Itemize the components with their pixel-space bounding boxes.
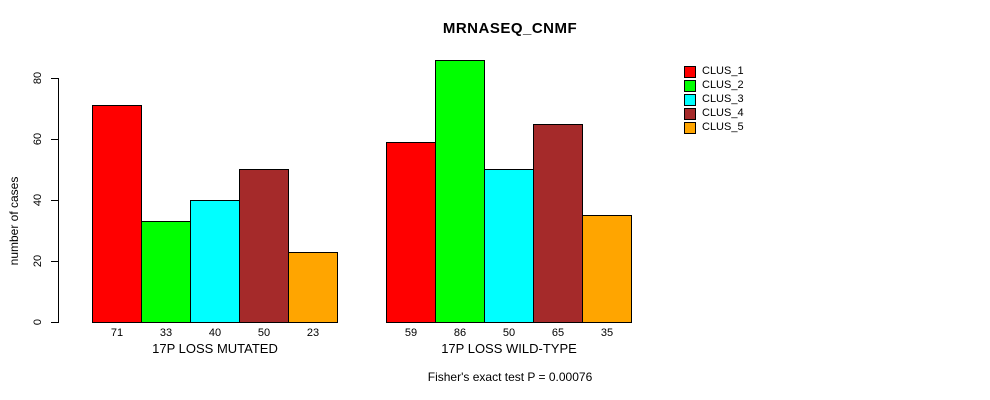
legend-label-clus_2: CLUS_2 xyxy=(702,79,744,91)
y-tick-label: 40 xyxy=(32,193,44,207)
bar-value-label: 33 xyxy=(159,327,173,339)
bar-clus_5-group1 xyxy=(288,252,338,323)
y-tick-label: 0 xyxy=(32,318,44,326)
legend-swatch-clus_3 xyxy=(684,94,696,106)
bar-clus_2-group2 xyxy=(435,60,485,323)
y-tick-mark xyxy=(51,78,59,79)
bar-value-label: 40 xyxy=(208,327,222,339)
legend-swatch-clus_5 xyxy=(684,122,696,134)
chart-title: MRNASEQ_CNMF xyxy=(442,20,578,37)
category-label-group2: 17P LOSS WILD-TYPE xyxy=(441,341,577,356)
legend-label-clus_1: CLUS_1 xyxy=(702,65,744,77)
legend-label-clus_4: CLUS_4 xyxy=(702,107,744,119)
y-tick-mark xyxy=(51,322,59,323)
legend-swatch-clus_2 xyxy=(684,80,696,92)
y-tick-label: 20 xyxy=(32,254,44,268)
bar-clus_4-group2 xyxy=(533,124,583,323)
bar-value-label: 23 xyxy=(306,327,320,339)
bar-clus_1-group1 xyxy=(92,105,142,323)
bar-clus_2-group1 xyxy=(141,221,191,323)
y-tick-mark xyxy=(51,139,59,140)
bar-value-label: 71 xyxy=(110,327,124,339)
bar-value-label: 35 xyxy=(600,327,614,339)
bar-clus_1-group2 xyxy=(386,142,436,323)
bar-value-label: 59 xyxy=(404,327,418,339)
legend-label-clus_3: CLUS_3 xyxy=(702,93,744,105)
y-tick-mark xyxy=(51,200,59,201)
legend-swatch-clus_1 xyxy=(684,66,696,78)
bar-clus_4-group1 xyxy=(239,169,289,323)
bar-value-label: 50 xyxy=(257,327,271,339)
bar-value-label: 86 xyxy=(453,327,467,339)
bar-value-label: 65 xyxy=(551,327,565,339)
y-tick-label: 80 xyxy=(32,71,44,85)
y-tick-mark xyxy=(51,261,59,262)
bar-clus_5-group2 xyxy=(582,215,632,323)
bar-value-label: 50 xyxy=(502,327,516,339)
legend-swatch-clus_4 xyxy=(684,108,696,120)
annotation-fisher-test: Fisher's exact test P = 0.00076 xyxy=(427,370,593,384)
y-axis-label: number of cases xyxy=(7,176,21,266)
category-label-group1: 17P LOSS MUTATED xyxy=(152,341,278,356)
bar-clus_3-group1 xyxy=(190,200,240,323)
legend-label-clus_5: CLUS_5 xyxy=(702,121,744,133)
y-tick-label: 60 xyxy=(32,132,44,146)
bar-clus_3-group2 xyxy=(484,169,534,323)
